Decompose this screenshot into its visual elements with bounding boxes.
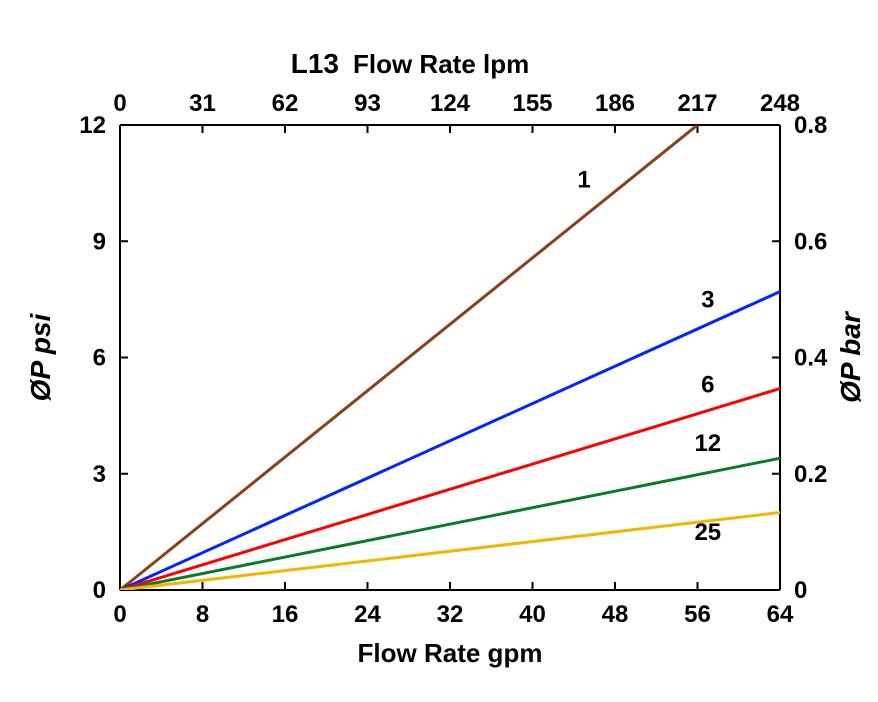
xtick-label-top: 155 — [512, 90, 552, 117]
x-axis-label-top: L13 Flow Rate lpm — [291, 48, 530, 79]
ytick-label-right: 0.2 — [794, 461, 827, 488]
series-label-3: 3 — [701, 286, 714, 313]
xtick-label-top: 186 — [595, 90, 635, 117]
xtick-label-bottom: 8 — [196, 601, 209, 628]
xtick-label-bottom: 0 — [113, 601, 126, 628]
xtick-label-top: 124 — [430, 90, 471, 117]
series-label-12: 12 — [694, 430, 721, 457]
flow-rate-chart: 0816243240485664Flow Rate gpm03162931241… — [0, 0, 878, 702]
x-axis-label-bottom: Flow Rate gpm — [358, 638, 543, 668]
ytick-label-right: 0.8 — [794, 112, 827, 139]
ytick-label-right: 0.6 — [794, 228, 827, 255]
xtick-label-bottom: 32 — [437, 601, 464, 628]
x-axis-top-text: Flow Rate lpm — [353, 49, 529, 79]
xtick-label-top: 31 — [189, 90, 216, 117]
chart-svg: 0816243240485664Flow Rate gpm03162931241… — [0, 0, 878, 702]
xtick-label-bottom: 56 — [684, 601, 711, 628]
xtick-label-bottom: 64 — [767, 601, 794, 628]
y-axis-label-right: ØP bar — [835, 310, 866, 403]
ytick-label-left: 6 — [93, 345, 106, 372]
ytick-label-right: 0.4 — [794, 345, 828, 372]
y-axis-label-left: ØP psi — [25, 312, 56, 401]
ytick-label-left: 0 — [93, 577, 106, 604]
xtick-label-top: 62 — [272, 90, 299, 117]
ytick-label-left: 3 — [93, 461, 106, 488]
xtick-label-top: 217 — [677, 90, 717, 117]
ytick-label-left: 9 — [93, 228, 106, 255]
x-axis-top-prefix: L13 — [291, 48, 339, 79]
xtick-label-bottom: 24 — [354, 601, 381, 628]
xtick-label-bottom: 40 — [519, 601, 546, 628]
ytick-label-right: 0 — [794, 577, 807, 604]
xtick-label-bottom: 16 — [272, 601, 299, 628]
xtick-label-top: 93 — [354, 90, 381, 117]
series-label-6: 6 — [701, 372, 714, 399]
series-label-25: 25 — [694, 519, 721, 546]
series-label-1: 1 — [577, 166, 590, 193]
xtick-label-top: 0 — [113, 90, 126, 117]
ytick-label-left: 12 — [79, 112, 106, 139]
xtick-label-bottom: 48 — [602, 601, 629, 628]
